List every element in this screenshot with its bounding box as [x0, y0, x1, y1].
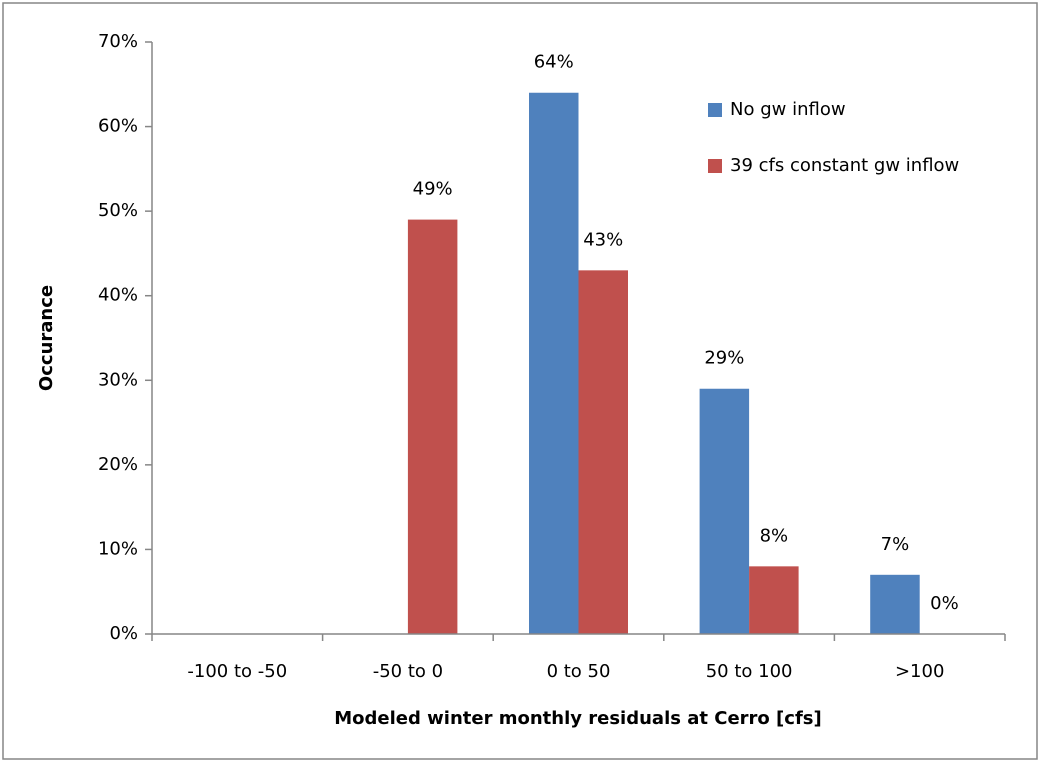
- value-label: 29%: [704, 348, 744, 369]
- x-tick-label: -50 to 0: [373, 661, 443, 682]
- y-tick-label: 20%: [98, 454, 138, 475]
- bar: [407, 219, 458, 634]
- x-axis-title: Modeled winter monthly residuals at Cerr…: [334, 708, 821, 729]
- value-label: 0%: [930, 593, 959, 614]
- bar: [529, 92, 579, 634]
- y-tick-label: 70%: [98, 31, 138, 52]
- value-label: 8%: [760, 525, 789, 546]
- x-tick-label: 0 to 50: [547, 661, 611, 682]
- value-label: 64%: [534, 52, 574, 73]
- bar: [870, 574, 920, 634]
- legend-swatch: [708, 103, 722, 117]
- y-tick-label: 30%: [98, 369, 138, 390]
- x-tick-label: 50 to 100: [706, 661, 793, 682]
- y-tick-label: 40%: [98, 285, 138, 306]
- value-label: 49%: [413, 179, 453, 200]
- y-tick-label: 10%: [98, 538, 138, 559]
- legend-swatch: [708, 159, 722, 173]
- legend-label: No gw inflow: [730, 99, 846, 120]
- legend-label: 39 cfs constant gw inflow: [730, 155, 959, 176]
- bar: [699, 388, 750, 634]
- value-label: 7%: [881, 534, 910, 555]
- bar: [749, 566, 799, 634]
- y-tick-label: 50%: [98, 200, 138, 221]
- y-tick-label: 60%: [98, 116, 138, 137]
- x-tick-label: -100 to -50: [187, 661, 287, 682]
- bar: [578, 270, 628, 634]
- y-tick-label: 0%: [109, 623, 138, 644]
- x-tick-label: >100: [895, 661, 944, 682]
- y-axis-title: Occurance: [36, 285, 57, 391]
- value-label: 43%: [583, 229, 623, 250]
